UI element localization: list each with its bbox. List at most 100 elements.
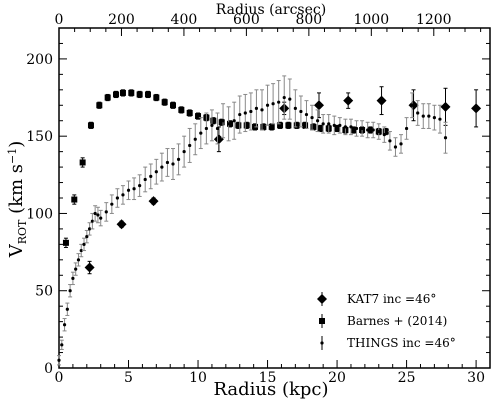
things-point <box>382 133 386 137</box>
barnes-point <box>243 122 250 129</box>
y-tick-label: 50 <box>35 284 53 300</box>
things-point <box>427 114 431 118</box>
x-tick-label: 25 <box>398 370 416 386</box>
things-point <box>377 129 381 134</box>
things-point <box>93 211 97 216</box>
things-point <box>366 128 370 132</box>
x-axis-title: Radius (kpc) <box>213 379 328 400</box>
barnes-point <box>161 99 168 106</box>
things-point <box>304 112 309 117</box>
kat7-point <box>471 103 482 114</box>
legend-barnes-marker <box>319 318 325 324</box>
y-tick-label: 150 <box>26 129 53 145</box>
kat7-point <box>84 262 95 273</box>
things-point <box>87 227 92 231</box>
things-point <box>149 174 153 178</box>
kat7-point <box>213 134 224 145</box>
things-point <box>354 126 359 131</box>
kat7-point <box>313 100 324 111</box>
x-tick-label: 30 <box>467 370 485 386</box>
things-point <box>154 170 158 174</box>
things-point <box>110 202 114 206</box>
things-point <box>343 125 348 129</box>
barnes-point <box>113 91 120 98</box>
things-point <box>215 126 220 131</box>
top-tick-label: 800 <box>295 12 322 28</box>
things-point <box>410 103 414 107</box>
barnes-point <box>285 122 292 129</box>
things-point <box>438 117 442 121</box>
things-point <box>121 193 125 197</box>
things-point <box>176 157 181 161</box>
things-point <box>282 95 286 100</box>
barnes-point <box>71 196 78 203</box>
things-point <box>227 122 231 126</box>
kat7-point <box>376 95 387 106</box>
barnes-point <box>277 122 284 129</box>
things-point <box>260 108 264 112</box>
things-point <box>416 111 420 115</box>
things-point <box>79 248 83 253</box>
things-point <box>443 136 448 140</box>
kat7-point <box>343 95 354 106</box>
x-tick-label: 20 <box>328 370 346 386</box>
barnes-point <box>136 91 143 98</box>
top-tick-label: 400 <box>171 12 198 28</box>
top-tick-label: 200 <box>108 12 135 28</box>
things-point <box>316 119 320 123</box>
things-point <box>238 112 242 117</box>
barnes-point <box>119 89 126 96</box>
y-axis-title: VROT (km s−1) <box>6 141 29 259</box>
barnes-point <box>87 122 94 129</box>
barnes-point <box>310 123 317 130</box>
barnes-point <box>268 123 275 130</box>
things-point <box>271 102 275 106</box>
things-point <box>138 184 142 188</box>
svg-text:VROT (km s−1): VROT (km s−1) <box>6 141 29 259</box>
barnes-point <box>62 239 69 246</box>
barnes-point <box>367 127 374 133</box>
legend-label: THINGS inc =46° <box>347 336 456 350</box>
barnes-point <box>144 91 151 98</box>
barnes-point <box>96 102 103 109</box>
things-point <box>68 289 72 293</box>
things-point <box>71 276 75 280</box>
legend-label: KAT7 inc =46° <box>347 292 436 306</box>
barnes-point <box>293 122 300 129</box>
things-point <box>171 162 175 166</box>
things-point <box>288 97 292 101</box>
barnes-point <box>195 113 202 120</box>
things-point <box>204 126 208 131</box>
legend-things-marker <box>320 341 324 345</box>
things-point <box>221 119 225 123</box>
x-tick-label: 15 <box>259 370 277 386</box>
things-point <box>104 210 108 214</box>
y-tick-label: 100 <box>26 206 53 222</box>
things-point <box>57 358 61 362</box>
things-point <box>132 187 136 191</box>
things-point <box>327 122 331 126</box>
barnes-point <box>79 159 86 166</box>
things-point <box>421 114 425 118</box>
barnes-point <box>235 122 242 129</box>
barnes-point <box>350 127 357 133</box>
things-point <box>404 126 409 131</box>
x-tick-label: 10 <box>189 370 207 386</box>
top-axis-title: Radius (arcsec) <box>216 2 326 18</box>
things-point <box>299 109 303 114</box>
barnes-point <box>178 106 185 113</box>
barnes-point <box>170 102 177 109</box>
barnes-point <box>186 110 193 116</box>
things-point <box>160 165 164 169</box>
things-point <box>349 125 353 129</box>
things-point <box>199 131 203 135</box>
x-tick-label: 5 <box>124 370 133 386</box>
things-point <box>338 123 342 127</box>
barnes-point <box>317 125 324 132</box>
barnes-point <box>302 122 309 129</box>
barnes-point <box>104 94 111 101</box>
things-point <box>96 213 100 217</box>
barnes-point <box>210 117 217 124</box>
things-point <box>99 216 103 220</box>
